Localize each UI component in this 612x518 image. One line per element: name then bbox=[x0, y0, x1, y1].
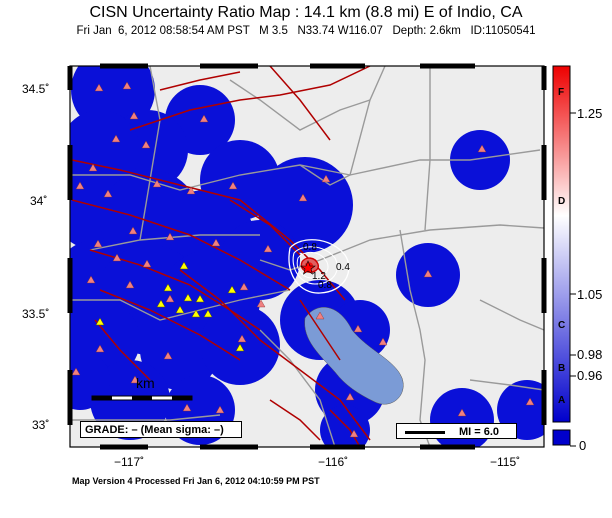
colorbar-value: 1.05 bbox=[577, 287, 603, 302]
colorbar-value: 1.25 bbox=[577, 106, 603, 121]
map-title: CISN Uncertainty Ratio Map : 14.1 km (8.… bbox=[89, 4, 523, 21]
seismic-stations bbox=[71, 81, 535, 438]
mi-scale-legend: MI = 6.0 bbox=[396, 423, 517, 439]
colorbar-value: 0.98 bbox=[577, 347, 603, 362]
map-area: 0.4 0.8 1.2 0.8 bbox=[70, 66, 544, 447]
intensity-stations bbox=[95, 261, 245, 352]
grade-letter: D bbox=[558, 196, 566, 207]
mi-scale-label: MI = 6.0 bbox=[459, 426, 500, 438]
grade-letter: B bbox=[558, 363, 566, 374]
contour-labels: 0.4 0.8 1.2 0.8 bbox=[303, 242, 350, 291]
km-scale-bar bbox=[91, 395, 193, 401]
colorbar bbox=[552, 65, 576, 447]
lat-label: 33˚ bbox=[32, 418, 50, 432]
grade-letter: C bbox=[558, 320, 566, 331]
salton-sea bbox=[304, 307, 404, 405]
grade-legend: GRADE: – (Mean sigma: –) bbox=[80, 421, 242, 438]
frame-ticks bbox=[67, 63, 547, 450]
contour-label: 1.2 bbox=[312, 271, 326, 282]
colorbar-value: 0.96 bbox=[577, 368, 603, 383]
contour-label: 0.8 bbox=[303, 242, 317, 253]
lon-label: −117˚ bbox=[114, 455, 145, 469]
lon-label: −116˚ bbox=[318, 455, 349, 469]
map-footer: Map Version 4 Processed Fri Jan 6, 2012 … bbox=[72, 476, 320, 486]
map-subtitle: Fri Jan 6, 2012 08:58:54 AM PST M 3.5 N3… bbox=[76, 25, 536, 37]
lon-label: −115˚ bbox=[490, 455, 521, 469]
lat-label: 34.5˚ bbox=[22, 82, 50, 96]
mi-scale-bar bbox=[405, 430, 445, 434]
map-frame bbox=[69, 65, 545, 448]
lat-label: 33.5˚ bbox=[22, 307, 50, 321]
lat-label: 34˚ bbox=[30, 194, 48, 208]
contour-label: 0.8 bbox=[318, 280, 332, 291]
colorbar-value: 0 bbox=[579, 438, 587, 453]
contour-label: 0.4 bbox=[336, 262, 350, 273]
grade-letter: F bbox=[558, 87, 565, 98]
faults bbox=[71, 66, 371, 447]
km-scale-label: km bbox=[136, 375, 155, 391]
epicenter-star bbox=[300, 260, 316, 275]
grade-letter: A bbox=[558, 395, 566, 406]
